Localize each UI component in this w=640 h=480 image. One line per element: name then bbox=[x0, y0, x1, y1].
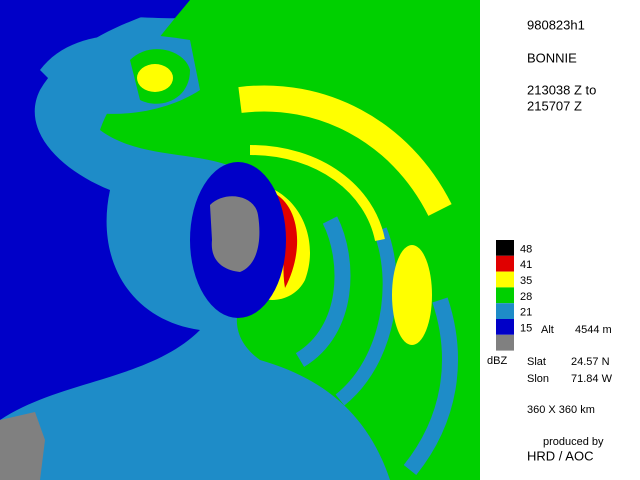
domain-size: 360 X 360 km bbox=[527, 404, 595, 416]
alt-value: 4544 m bbox=[575, 324, 612, 336]
unit-label: dBZ bbox=[487, 355, 507, 367]
legend-swatch bbox=[496, 303, 514, 319]
legend-label: 28 bbox=[520, 291, 532, 303]
legend-swatch bbox=[496, 334, 514, 351]
legend-swatch bbox=[496, 255, 514, 272]
credit-line: produced by bbox=[543, 436, 604, 448]
slon-value: 71.84 W bbox=[571, 373, 613, 385]
legend-label: 21 bbox=[520, 307, 532, 319]
slat-value: 24.57 N bbox=[571, 356, 610, 368]
legend-label: 48 bbox=[520, 243, 532, 255]
legend-swatch bbox=[496, 319, 514, 335]
slat-label: Slat bbox=[527, 356, 546, 368]
storm-name: BONNIE bbox=[527, 50, 577, 65]
legend-label: 35 bbox=[520, 275, 532, 287]
legend-label: 15 bbox=[520, 322, 532, 334]
slon-label: Slon bbox=[527, 373, 549, 385]
flight-id: 980823h1 bbox=[527, 17, 585, 32]
time-end: 215707 Z bbox=[527, 98, 582, 113]
legend-label: 41 bbox=[520, 259, 532, 271]
credit-org: HRD / AOC bbox=[527, 448, 593, 463]
legend-swatch bbox=[496, 240, 514, 256]
legend-swatch bbox=[496, 287, 514, 304]
time-start: 213038 Z to bbox=[527, 82, 596, 97]
legend: 48 41 35 28 21 15 bbox=[496, 240, 532, 351]
legend-swatch bbox=[496, 271, 514, 288]
alt-label: Alt bbox=[541, 324, 554, 336]
radar-image bbox=[0, 0, 480, 480]
